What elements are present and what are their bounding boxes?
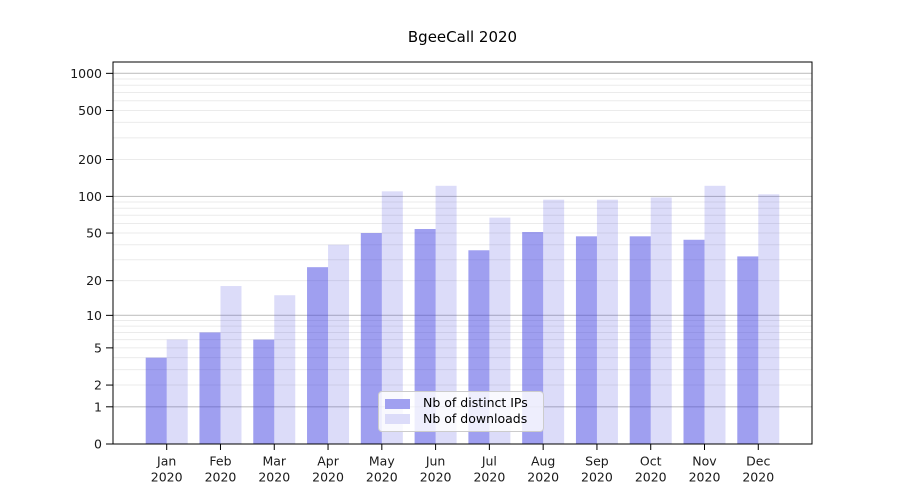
bar-distinct-ips-may: [360, 233, 382, 444]
bar-downloads-jan: [166, 339, 188, 444]
x-tick-label-month: Jul: [481, 454, 497, 469]
x-tick-label-month: Mar: [262, 454, 286, 469]
bar-distinct-ips-apr: [307, 267, 329, 444]
legend-label-downloads: Nb of downloads: [423, 411, 528, 427]
bar-distinct-ips-jan: [145, 357, 167, 444]
bar-distinct-ips-feb: [199, 332, 221, 444]
y-tick-label: 200: [78, 152, 102, 167]
y-tick-label: 5: [94, 340, 102, 355]
bar-distinct-ips-nov: [683, 239, 705, 444]
bar-downloads-may: [381, 191, 403, 444]
y-tick-label: 20: [86, 273, 102, 288]
bar-downloads-dec: [758, 194, 780, 444]
x-tick-label-month: Apr: [317, 454, 339, 469]
chart-title: BgeeCall 2020: [407, 28, 518, 46]
bar-distinct-ips-jun: [414, 229, 436, 444]
bar-distinct-ips-mar: [253, 339, 275, 444]
y-tick-label: 500: [78, 103, 102, 118]
y-tick-label: 100: [78, 189, 102, 204]
y-tick-label: 1: [94, 399, 102, 414]
legend-swatch-downloads: [385, 414, 410, 425]
legend-item-distinct-ips: Nb of distinct IPs: [385, 397, 537, 410]
x-tick-label-month: Dec: [746, 454, 770, 469]
plot-border: [112, 61, 813, 445]
bar-downloads-aug: [543, 199, 565, 444]
x-tick-label-year: 2020: [742, 470, 774, 485]
bar-downloads-oct: [650, 197, 672, 444]
x-tick-label-month: Oct: [640, 454, 662, 469]
x-tick-label-month: Sep: [585, 454, 609, 469]
x-tick-label-month: Aug: [531, 454, 555, 469]
legend-item-downloads: Nb of downloads: [385, 413, 537, 426]
bar-distinct-ips-oct: [629, 236, 651, 444]
bar-downloads-apr: [328, 244, 350, 444]
y-tick-label: 10: [86, 308, 102, 323]
bar-downloads-jul: [489, 217, 511, 444]
x-tick-label-year: 2020: [420, 470, 452, 485]
y-tick-label: 1000: [70, 66, 102, 81]
x-tick-label-year: 2020: [473, 470, 505, 485]
x-tick-label-year: 2020: [258, 470, 290, 485]
x-tick-label-month: Feb: [209, 454, 231, 469]
x-tick-label-month: May: [369, 454, 395, 469]
x-tick-label-month: Nov: [692, 454, 717, 469]
x-tick-label-year: 2020: [527, 470, 559, 485]
x-tick-label-year: 2020: [635, 470, 667, 485]
x-tick-label-year: 2020: [581, 470, 613, 485]
bar-downloads-jun: [435, 185, 457, 445]
x-tick-label-year: 2020: [366, 470, 398, 485]
legend-swatch-distinct-ips: [385, 398, 410, 409]
x-tick-label-month: Jun: [425, 454, 446, 469]
x-tick-label-year: 2020: [689, 470, 721, 485]
bar-downloads-feb: [220, 286, 242, 444]
bar-distinct-ips-sep: [575, 236, 597, 444]
x-tick-label-year: 2020: [205, 470, 237, 485]
bar-downloads-sep: [596, 199, 618, 444]
y-tick-label: 0: [94, 437, 102, 452]
bar-downloads-nov: [704, 185, 726, 445]
x-tick-label-month: Jan: [156, 454, 176, 469]
y-tick-label: 2: [94, 378, 102, 393]
bar-downloads-mar: [274, 295, 296, 444]
legend: Nb of distinct IPs Nb of downloads: [378, 391, 544, 432]
x-tick-label-year: 2020: [151, 470, 183, 485]
legend-label-distinct-ips: Nb of distinct IPs: [423, 395, 528, 411]
bar-distinct-ips-dec: [737, 256, 759, 444]
y-tick-label: 50: [86, 226, 102, 241]
x-tick-label-year: 2020: [312, 470, 344, 485]
